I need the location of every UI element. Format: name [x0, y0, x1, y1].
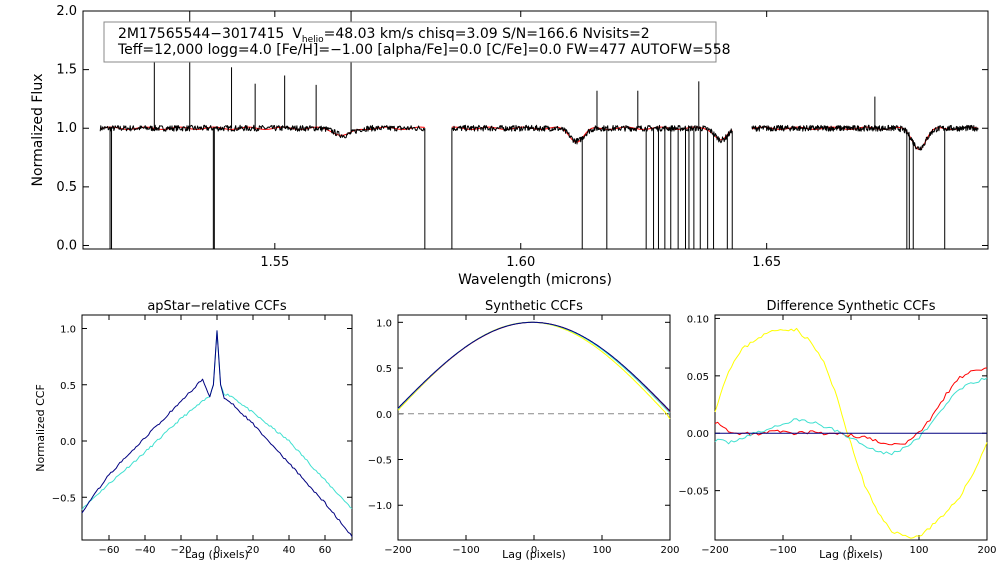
synthetic-ccf-xtick-label: 200 — [660, 545, 679, 556]
apstar-ccf-panel: apStar−relative CCFs −60 −40 −20 0 20 40 60 −0.… — [34, 299, 353, 561]
difference-ccf-line-red — [714, 367, 988, 446]
apstar-ccf-line-turquoise — [81, 330, 353, 510]
difference-ccf-title: Difference Synthetic CCFs — [766, 299, 935, 314]
annotation-star-id: 2M17565544−3017415 — [118, 26, 284, 42]
difference-ccf-ytick-label: 0.10 — [687, 314, 709, 325]
spectrum-ytick-label: 2.0 — [56, 4, 77, 19]
apstar-ccf-xtick-label: −40 — [134, 545, 155, 556]
apstar-ccf-ytick-label: −0.5 — [52, 493, 76, 504]
spectrum-ytick-label: 0.0 — [56, 238, 77, 253]
difference-ccf-ytick-label: 0.05 — [687, 372, 709, 383]
apstar-ccf-ylabel: Normalized CCF — [34, 384, 47, 472]
difference-ccf-xtick-label: 0 — [848, 545, 854, 556]
synthetic-ccf-xlabel: Lag (pixels) — [502, 548, 566, 561]
difference-ccf-xtick-label: −100 — [769, 545, 796, 556]
spectrum-xtick-label: 1.60 — [506, 255, 535, 270]
apstar-ccf-line-navy — [81, 330, 353, 537]
synthetic-ccf-xtick-label: 100 — [592, 545, 611, 556]
synthetic-ccf-line-red — [397, 321, 671, 413]
apstar-ccf-ticks: −60 −40 −20 0 20 40 60 −0.5 0.0 0.5 1.0 — [52, 315, 352, 556]
synthetic-ccf-ytick-label: 0.5 — [376, 364, 392, 375]
apstar-ccf-xtick-label: 20 — [247, 545, 260, 556]
apstar-ccf-xtick-label: 60 — [319, 545, 332, 556]
difference-ccf-ytick-label: −0.05 — [678, 487, 709, 498]
synthetic-ccf-line-turquoise — [397, 321, 671, 414]
synthetic-ccf-ytick-label: −1.0 — [368, 501, 392, 512]
spectrum-ytick-label: 0.5 — [56, 180, 77, 195]
synthetic-ccf-xtick-label: 0 — [531, 545, 537, 556]
synthetic-ccf-plot-frame — [397, 314, 671, 541]
apstar-ccf-ytick-label: 0.5 — [60, 381, 76, 392]
apstar-ccf-plot-frame — [81, 314, 353, 541]
spectrum-xtick-label: 1.55 — [260, 255, 289, 270]
difference-ccf-xtick-label: −200 — [701, 545, 728, 556]
annotation-line-1: 2M17565544−3017415 Vhelio=48.03 km/s chis… — [118, 26, 650, 45]
apstar-ccf-ytick-label: 0.0 — [60, 437, 76, 448]
synthetic-ccf-xtick-label: −100 — [452, 545, 479, 556]
difference-ccf-line-turquoise — [714, 377, 988, 456]
difference-ccf-xlabel: Lag (pixels) — [819, 548, 883, 561]
spectrum-xlabel: Wavelength (microns) — [458, 272, 612, 288]
difference-ccf-xtick-label: 100 — [909, 545, 928, 556]
spectrum-xtick-label: 1.65 — [752, 255, 781, 270]
synthetic-ccf-panel: Synthetic CCFs −200 −100 0 100 200 −1.0 −0.5 0.… — [368, 299, 680, 561]
spectrum-observed-line — [751, 124, 979, 151]
spectrum-plot-frame — [82, 10, 989, 250]
spectrum-observed-line — [451, 124, 733, 145]
spectrum-ylabel: Normalized Flux — [30, 74, 46, 187]
annotation-line-2: Teff=12,000 logg=4.0 [Fe/H]=−1.00 [alpha… — [117, 42, 731, 58]
difference-ccf-line-yellow — [714, 327, 988, 539]
synthetic-ccf-ytick-label: 0.0 — [376, 410, 392, 421]
spectrum-observed-series — [99, 11, 979, 249]
spectrum-observed-line — [99, 124, 426, 139]
apstar-ccf-xtick-label: 40 — [283, 545, 296, 556]
annotation-vhelio-sub: helio — [302, 35, 324, 45]
synthetic-ccf-ytick-label: −0.5 — [368, 456, 392, 467]
difference-ccf-ticks: −200 −100 0 100 200 −0.05 0.00 0.05 0.10 — [678, 314, 996, 556]
spectrum-model-line — [100, 126, 425, 136]
apstar-ccf-xlabel: Lag (pixels) — [185, 548, 249, 561]
difference-ccf-xtick-label: 200 — [977, 545, 996, 556]
synthetic-ccf-ticks: −200 −100 0 100 200 −1.0 −0.5 0.0 0.5 1.0 — [368, 315, 680, 556]
spectrum-annotation-box: 2M17565544−3017415 Vhelio=48.03 km/s chis… — [103, 21, 731, 63]
synthetic-ccf-xtick-label: −200 — [384, 545, 411, 556]
spectrum-ticks: 1.55 1.60 1.65 0.0 0.5 1.0 1.5 2.0 — [56, 4, 988, 270]
apstar-ccf-xtick-label: −20 — [170, 545, 191, 556]
annotation-vhelio-prefix: V — [292, 26, 302, 42]
synthetic-ccf-title: Synthetic CCFs — [485, 299, 583, 314]
difference-ccf-plot-frame — [714, 314, 988, 541]
difference-ccf-panel: Difference Synthetic CCFs −200 −100 0 100 20… — [678, 299, 996, 561]
difference-ccf-series — [714, 327, 988, 539]
spectrum-ytick-label: 1.0 — [56, 121, 77, 136]
apstar-ccf-series — [81, 330, 353, 537]
spectrum-panel: 1.55 1.60 1.65 0.0 0.5 1.0 1.5 2.0 Wavelength (… — [30, 4, 989, 288]
annotation-vhelio-rest: =48.03 km/s chisq=3.09 S/N=166.6 Nvisits… — [324, 26, 650, 42]
spectrum-ytick-label: 1.5 — [56, 63, 77, 78]
difference-ccf-ytick-label: 0.00 — [687, 429, 709, 440]
apstar-ccf-xtick-label: −60 — [98, 545, 119, 556]
apstar-ccf-xtick-label: 0 — [214, 545, 220, 556]
annotation-frame — [103, 21, 717, 63]
apstar-ccf-ytick-label: 1.0 — [60, 325, 76, 336]
synthetic-ccf-ytick-label: 1.0 — [376, 318, 392, 329]
synthetic-ccf-line-navy — [397, 321, 671, 412]
apstar-ccf-title: apStar−relative CCFs — [147, 299, 287, 314]
synthetic-ccf-series — [397, 321, 671, 420]
